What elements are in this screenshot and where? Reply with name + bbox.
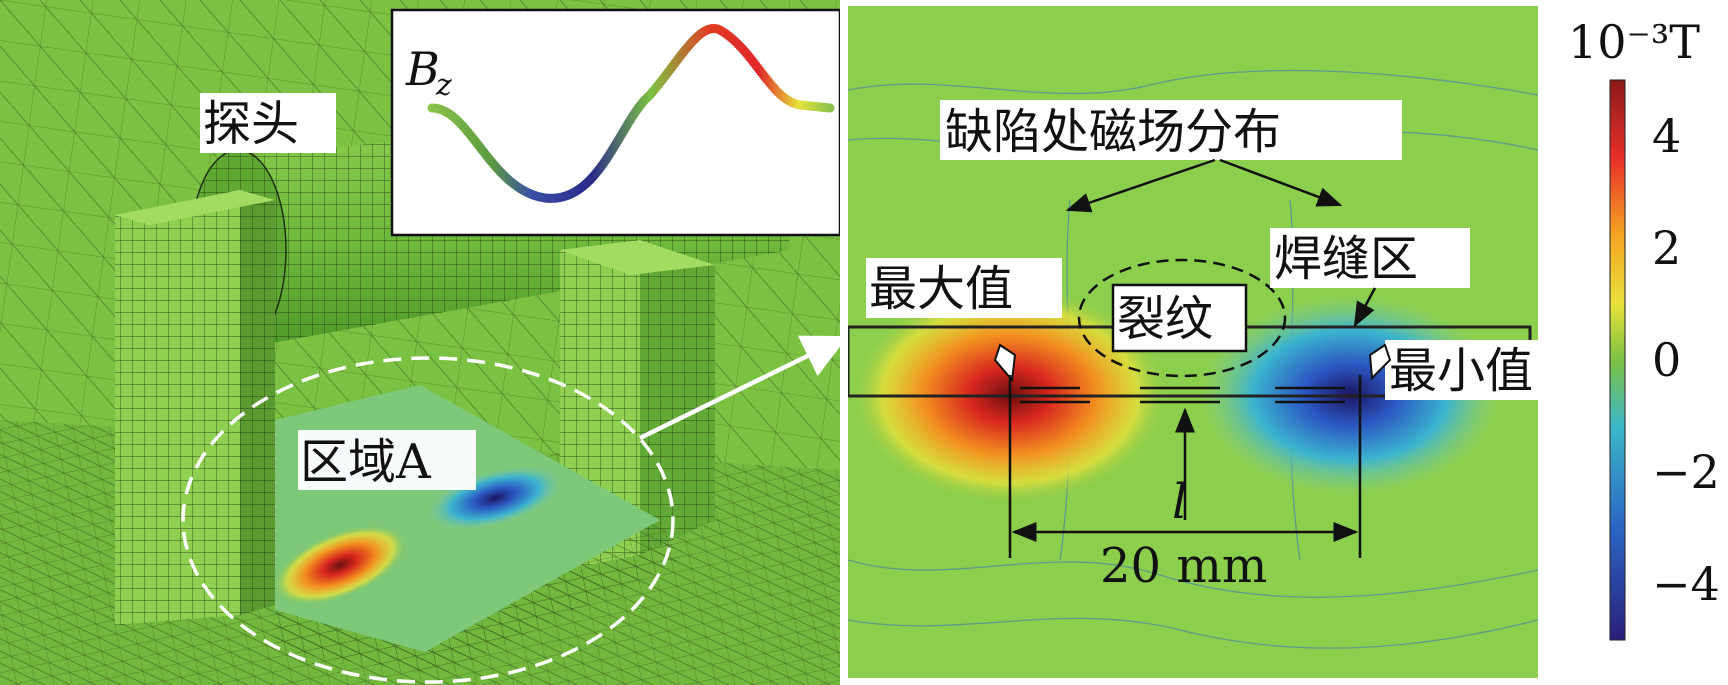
bz-symbol: B bbox=[405, 42, 440, 96]
max-label-box: 最大值 bbox=[866, 258, 1062, 318]
colorbar-unit: 10⁻³T bbox=[1568, 15, 1700, 69]
region-a-label-box: 区域A bbox=[298, 430, 476, 490]
colorbar-tick-label: 2 bbox=[1652, 221, 1681, 275]
bz-subscript: z bbox=[435, 68, 452, 103]
bz-curve bbox=[427, 24, 835, 203]
region-a-outline bbox=[181, 356, 675, 684]
weld-zone-label: 焊缝区 bbox=[1274, 231, 1418, 287]
colorbar-ticks: 4 2 0 −2 −4 bbox=[1652, 109, 1720, 611]
right-panel: 裂纹 缺陷处磁场分布 最大值 焊缝区 最小值 bbox=[848, 6, 1538, 678]
min-pointer bbox=[1368, 343, 1392, 381]
region-a-label: 区域A bbox=[300, 434, 432, 490]
field-distribution-label: 缺陷处磁场分布 bbox=[945, 104, 1281, 160]
weld-pointer bbox=[1353, 287, 1377, 328]
colorbar: 10⁻³T 4 2 0 −2 −4 bbox=[1568, 15, 1720, 641]
colorbar-tick-label: −2 bbox=[1652, 445, 1720, 499]
max-value-label: 最大值 bbox=[869, 261, 1013, 317]
zoom-arrow bbox=[639, 335, 840, 441]
probe-label-box: 探头 bbox=[200, 93, 336, 153]
field-pointer-left bbox=[1065, 158, 1216, 213]
field-label-box: 缺陷处磁场分布 bbox=[940, 100, 1402, 160]
crack-label-box: 裂纹 bbox=[1111, 283, 1248, 353]
colorbar-gradient bbox=[1609, 79, 1626, 641]
left-yoke bbox=[115, 190, 275, 625]
probe-label: 探头 bbox=[203, 96, 299, 152]
min-value-label: 最小值 bbox=[1389, 343, 1533, 399]
crack-label: 裂纹 bbox=[1117, 291, 1213, 347]
left-panel: B z 探头 区域A bbox=[0, 0, 840, 685]
field-pointer-right bbox=[1219, 158, 1343, 207]
distance-label: 20 mm bbox=[1100, 538, 1267, 594]
min-label-box: 最小值 bbox=[1385, 340, 1538, 400]
length-symbol: l bbox=[1172, 474, 1187, 530]
weld-label-box: 焊缝区 bbox=[1270, 228, 1470, 288]
colorbar-tick-label: 4 bbox=[1652, 109, 1681, 163]
dimension bbox=[1008, 375, 1362, 558]
bz-inset: B z bbox=[390, 8, 840, 237]
crack-outline bbox=[1077, 258, 1287, 378]
colorbar-tick-label: −4 bbox=[1652, 557, 1720, 611]
crack-lines bbox=[1020, 386, 1345, 404]
max-pointer bbox=[993, 343, 1017, 383]
colorbar-tick-label: 0 bbox=[1652, 333, 1681, 387]
